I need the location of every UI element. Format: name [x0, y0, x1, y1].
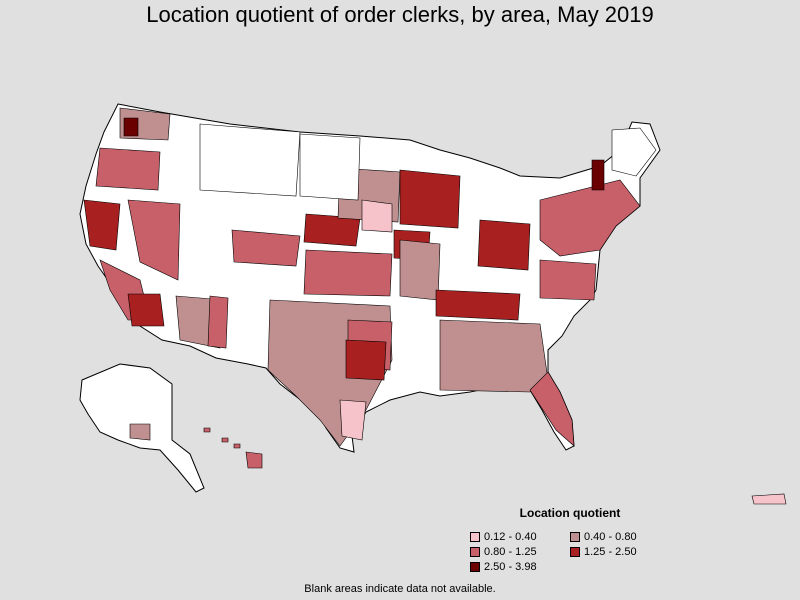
hawaii	[203, 427, 263, 469]
legend-item: 2.50 - 3.98	[470, 560, 570, 573]
region-utah-colorado	[231, 229, 301, 267]
legend-title: Location quotient	[519, 506, 621, 520]
legend-items: 0.12 - 0.40 0.40 - 0.80 0.80 - 1.25 1.25…	[470, 530, 660, 573]
map-legend: Location quotient 0.12 - 0.40 0.40 - 0.8…	[470, 506, 660, 573]
region-ohio	[477, 219, 531, 271]
legend-item: 0.80 - 1.25	[470, 545, 570, 558]
map-title: Location quotient of order clerks, by ar…	[146, 2, 654, 27]
region-mid-atlantic	[539, 259, 597, 301]
region-montana	[199, 123, 301, 197]
region-maine	[611, 127, 657, 177]
region-kansas	[303, 249, 393, 297]
region-oregon	[95, 147, 161, 191]
region-nevada	[127, 199, 181, 281]
region-shapes	[83, 107, 657, 447]
region-arkansas	[345, 339, 387, 381]
legend-label: 2.50 - 3.98	[484, 560, 537, 573]
region-illinois	[399, 239, 441, 301]
region-wisconsin	[399, 169, 461, 229]
region-florida	[529, 371, 575, 447]
legend-item: 0.40 - 0.80	[570, 530, 660, 543]
legend-swatch	[570, 531, 580, 542]
legend-swatch	[470, 546, 480, 557]
alaska-region	[129, 423, 151, 441]
region-houston	[339, 399, 367, 441]
legend-label: 1.25 - 2.50	[584, 545, 637, 558]
puerto-rico	[751, 493, 787, 505]
legend-label: 0.80 - 1.25	[484, 545, 537, 558]
legend-swatch	[470, 561, 480, 572]
region-iowa	[361, 199, 393, 233]
legend-label: 0.40 - 0.80	[584, 530, 637, 543]
region-dakotas	[299, 133, 361, 201]
region-tennessee	[435, 289, 521, 321]
legend-item: 0.12 - 0.40	[470, 530, 570, 543]
legend-swatch	[570, 546, 580, 557]
region-northeast	[539, 179, 641, 257]
region-los-angeles	[127, 293, 165, 327]
region-seattle	[123, 117, 139, 137]
region-vermont	[591, 159, 605, 191]
legend-item: 1.25 - 2.50	[570, 545, 660, 558]
legend-swatch	[470, 531, 480, 542]
legend-label: 0.12 - 0.40	[484, 530, 537, 543]
region-southeast	[439, 319, 549, 393]
footnote: Blank areas indicate data not available.	[304, 583, 496, 595]
region-new-mexico	[207, 295, 229, 349]
region-california-north	[83, 199, 121, 251]
